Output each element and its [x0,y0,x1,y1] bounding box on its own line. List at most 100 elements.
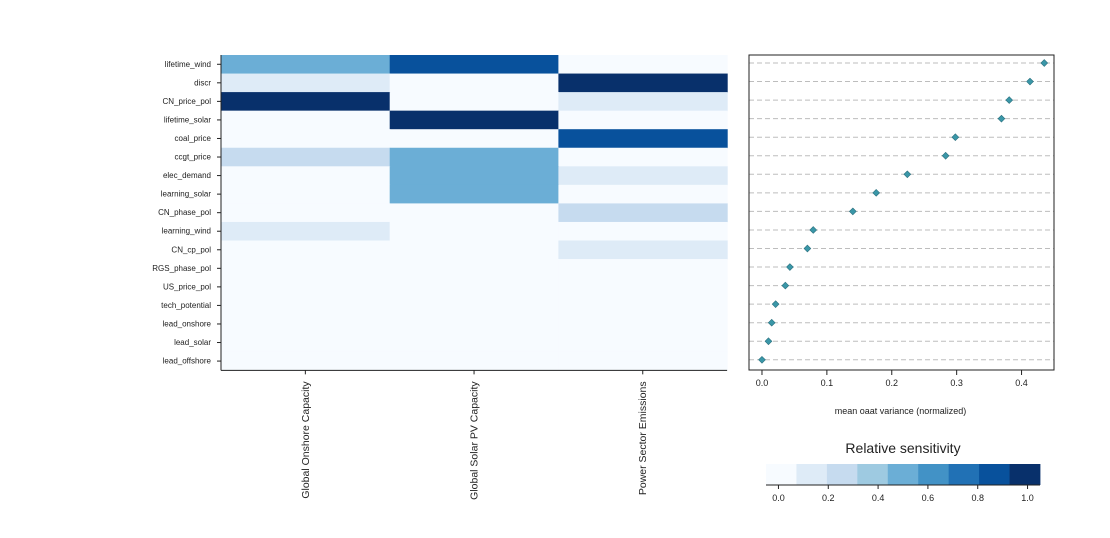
heatmap-cell-cn-cp-pol-global-onshore-capacity [221,240,391,260]
heatmap-cell-rgs-phase-pol-global-onshore-capacity [221,259,391,279]
colorbar-swatch-0 [766,464,797,485]
heatmap-cell-discr-global-onshore-capacity [221,73,391,93]
colorbar-swatch-8 [1009,464,1041,485]
heatmap-row-label: CN_price_pol [163,97,212,106]
dot-marker-tech-potential [771,300,780,308]
heatmap-cell-lifetime-wind-global-solar-pv-capacity [389,55,559,75]
dot-marker-learning-solar [872,189,881,197]
heatmap-cell-discr-global-solar-pv-capacity [389,73,559,93]
colorbar-tick-label: 0.0 [772,493,785,503]
heatmap-row-label: lead_onshore [163,319,212,328]
colorbar-tick-label: 0.4 [872,493,885,503]
heatmap-cell-cn-cp-pol-global-solar-pv-capacity [389,240,559,260]
colorbar-tick-label: 0.2 [822,493,835,503]
colorbar-swatch-7 [979,464,1010,485]
heatmap-cell-tech-potential-power-sector-emissions [558,296,728,316]
heatmap-column-label: Global Onshore Capacity [300,381,312,499]
colorbar-legend: Relative sensitivity 0.0 0.2 0.4 0.6 0.8 1.0 [766,440,1041,503]
heatmap-row-label: coal_price [175,134,212,143]
heatmap-cell-tech-potential-global-onshore-capacity [221,296,391,316]
dot-x-tick-label: 0.4 [1015,378,1028,388]
dot-marker-cn-price-pol [1005,96,1014,104]
heatmap-cell-us-price-pol-power-sector-emissions [558,277,728,297]
heatmap-cell-ccgt-price-global-solar-pv-capacity [389,147,559,167]
dot-marker-us-price-pol [781,281,790,290]
dot-x-tick-label: 0.1 [821,378,834,388]
colorbar-title: Relative sensitivity [845,440,960,456]
dot-marker-lifetime-solar [997,114,1006,123]
heatmap-row-label: RGS_phase_pol [152,264,211,273]
heatmap-cell-lifetime-solar-global-onshore-capacity [221,110,391,130]
colorbar-swatch-1 [796,464,828,485]
heatmap-cell-cn-price-pol-global-onshore-capacity [221,92,391,112]
heatmap-cell-tech-potential-global-solar-pv-capacity [389,296,559,316]
heatmap-cell-cn-cp-pol-power-sector-emissions [558,240,728,260]
dot-marker-lead-offshore [758,355,766,364]
dot-marker-elec-demand [903,170,912,179]
dot-marker-rgs-phase-pol [786,263,794,271]
heatmap-cell-lead-onshore-global-onshore-capacity [221,314,391,334]
heatmap-row-label: lifetime_wind [165,60,211,69]
heatmap-cell-learning-solar-global-solar-pv-capacity [389,184,559,204]
heatmap-cell-rgs-phase-pol-global-solar-pv-capacity [389,259,559,279]
colorbar-tick-label: 0.6 [922,493,935,503]
heatmap-cell-learning-solar-global-onshore-capacity [221,184,391,204]
colorbar-swatch-3 [857,464,889,485]
heatmap-row-label: CN_phase_pol [158,208,211,217]
dot-marker-lead-onshore [767,318,776,327]
heatmap-cell-coal-price-global-onshore-capacity [221,129,391,149]
heatmap-cell-rgs-phase-pol-power-sector-emissions [558,259,728,279]
sensitivity-dot-plot: 0.0 0.1 0.2 0.3 0.4 mean oaat variance (norma… [748,54,1055,416]
heatmap-cell-coal-price-global-solar-pv-capacity [389,129,559,149]
heatmap-row-label: lead_offshore [163,357,212,366]
dot-marker-lead-solar [764,337,773,346]
colorbar-swatch-6 [948,464,980,485]
heatmap-cell-lead-onshore-power-sector-emissions [558,314,728,334]
heatmap-cell-learning-wind-global-solar-pv-capacity [389,221,559,242]
heatmap-cell-lead-onshore-global-solar-pv-capacity [389,314,559,334]
heatmap-cell-lead-solar-global-solar-pv-capacity [389,333,559,353]
dot-plot-frame [748,54,1055,371]
dot-marker-lifetime-wind [1040,59,1049,67]
heatmap-cell-elec-demand-power-sector-emissions [558,166,728,186]
heatmap-row-label: learning_solar [161,190,212,199]
heatmap-cell-lifetime-wind-global-onshore-capacity [221,55,391,75]
heatmap-cell-elec-demand-global-solar-pv-capacity [389,166,559,186]
heatmap-cell-lifetime-wind-power-sector-emissions [558,55,728,75]
heatmap-cell-discr-power-sector-emissions [558,73,728,93]
heatmap-cell-learning-wind-power-sector-emissions [558,221,728,242]
dot-marker-ccgt-price [941,151,950,160]
colorbar-swatch-5 [918,464,950,485]
colorbar-swatch-4 [887,464,919,485]
heatmap-cell-lead-offshore-global-solar-pv-capacity [389,351,559,371]
colorbar-swatch-2 [826,464,858,485]
heatmap-cell-lead-offshore-global-onshore-capacity [221,351,391,371]
heatmap-row-label: discr [194,78,211,87]
heatmap-column-label: Power Sector Emissions [637,381,649,495]
heatmap-row-label: lead_solar [174,338,211,347]
heatmap-cell-us-price-pol-global-onshore-capacity [221,277,391,297]
heatmap-cell-us-price-pol-global-solar-pv-capacity [389,277,559,297]
dot-marker-learning-wind [809,226,818,234]
heatmap-column-label: Global Solar PV Capacity [469,381,481,500]
heatmap-cell-learning-solar-power-sector-emissions [558,184,728,204]
dot-marker-cn-cp-pol [803,244,812,253]
heatmap-row-label: CN_cp_pol [171,245,211,254]
heatmap-cell-cn-price-pol-power-sector-emissions [558,92,728,112]
heatmap-cell-lead-offshore-power-sector-emissions [558,351,728,371]
heatmap-row-label: learning_wind [162,227,211,236]
heatmap-row-label: lifetime_solar [164,115,211,124]
colorbar-tick-label: 0.8 [971,493,984,503]
heatmap-row-label: elec_demand [163,171,211,180]
heatmap-cell-lead-solar-global-onshore-capacity [221,333,391,353]
heatmap-cell-ccgt-price-global-onshore-capacity [221,147,391,167]
heatmap-cell-lifetime-solar-power-sector-emissions [558,110,728,130]
dot-x-tick-label: 0.0 [756,378,769,388]
heatmap-cell-cn-phase-pol-global-onshore-capacity [221,203,391,223]
heatmap-row-label: ccgt_price [175,153,212,162]
heatmap-row-label: tech_potential [161,301,211,310]
heatmap-cell-elec-demand-global-onshore-capacity [221,166,391,186]
